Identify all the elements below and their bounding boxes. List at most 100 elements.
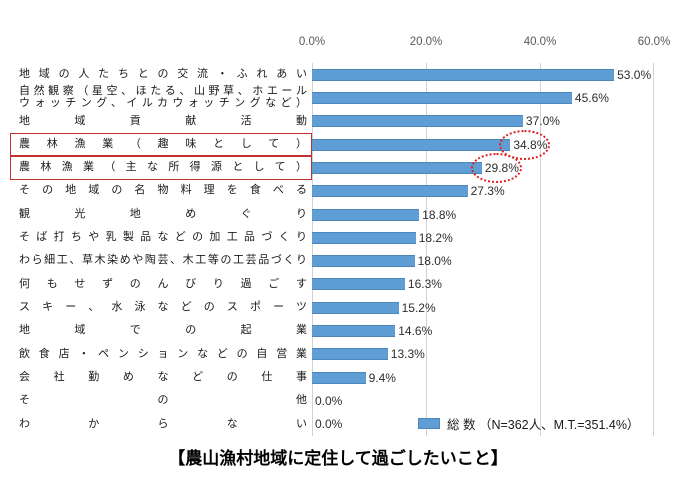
value-label: 13.3% bbox=[390, 347, 425, 362]
category-label-line: 自然観察（星空、ほたる、山野草、ホエール bbox=[19, 85, 307, 98]
plot-cell: 16.3% bbox=[312, 273, 654, 296]
bar bbox=[312, 348, 388, 361]
category-label-highlighted: 農林漁業（主な所得源として） bbox=[10, 156, 312, 180]
legend-label: 総 数 （N=362人、M.T.=351.4%） bbox=[447, 417, 640, 432]
gridline bbox=[312, 63, 313, 436]
category-label-line: 地域の人たちとの交流・ふれあい bbox=[19, 67, 307, 80]
x-axis-tick: 20.0% bbox=[409, 36, 443, 48]
category-label-line: わら細工、草木染めや陶芸、木工等の工芸品づくり bbox=[19, 254, 307, 267]
chart-rows: 地域の人たちとの交流・ふれあい 53.0% 自然観察（星空、ほたる、山野草、ホエール… bbox=[10, 63, 670, 436]
category-label-line: 会社勤めなどの仕事 bbox=[19, 370, 307, 383]
category-label-line: 地域貢献活動 bbox=[19, 114, 307, 127]
chart-row: 自然観察（星空、ほたる、山野草、ホエール ウォッチング、イルカウォッチングなど） 4… bbox=[10, 86, 670, 109]
chart-title: 【農山漁村地域に定住して過ごしたいこと】 bbox=[168, 449, 508, 468]
category-label: その地域の名物料理を食べる bbox=[10, 180, 312, 203]
bar bbox=[312, 325, 396, 338]
category-label: 地域での起業 bbox=[10, 319, 312, 342]
plot-cell: 29.8% bbox=[312, 152, 654, 183]
category-label: 飲食店・ペンションなどの自営業 bbox=[10, 343, 312, 366]
chart-row: 何もせずのんびり過ごす 16.3% bbox=[10, 273, 670, 296]
category-label: 会社勤めなどの仕事 bbox=[10, 366, 312, 389]
chart-row: 観光地めぐり 18.8% bbox=[10, 203, 670, 226]
category-label-line: 農林漁業（趣味として） bbox=[19, 137, 307, 150]
category-label-line: その地域の名物料理を食べる bbox=[19, 184, 307, 197]
chart-row: その地域の名物料理を食べる 27.3% bbox=[10, 180, 670, 203]
plot-area-background bbox=[312, 63, 654, 436]
bar bbox=[312, 231, 416, 244]
category-label-line: その他 bbox=[19, 394, 307, 407]
value-label: 9.4% bbox=[368, 370, 396, 385]
category-label: 地域貢献活動 bbox=[10, 110, 312, 133]
value-label: 18.0% bbox=[417, 254, 452, 269]
bar bbox=[312, 138, 511, 151]
category-label-line: 何もせずのんびり過ごす bbox=[19, 277, 307, 290]
chart-row: 会社勤めなどの仕事 9.4% bbox=[10, 366, 670, 389]
chart-row: 地域貢献活動 37.0% bbox=[10, 110, 670, 133]
chart-row: 地域の人たちとの交流・ふれあい 53.0% bbox=[10, 63, 670, 86]
bar bbox=[312, 68, 615, 81]
category-label: 観光地めぐり bbox=[10, 203, 312, 226]
chart-row: スキー、水泳などのスポーツ 15.2% bbox=[10, 296, 670, 319]
plot-cell: 9.4% bbox=[312, 366, 654, 389]
x-axis-tick: 40.0% bbox=[523, 36, 557, 48]
category-label: わからない bbox=[10, 413, 312, 436]
category-label-line: ウォッチング、イルカウォッチングなど） bbox=[19, 96, 307, 109]
x-axis-tick: 60.0% bbox=[637, 36, 671, 48]
bar bbox=[312, 208, 420, 221]
bar bbox=[312, 185, 468, 198]
value-label: 53.0% bbox=[617, 67, 652, 82]
category-label: スキー、水泳などのスポーツ bbox=[10, 296, 312, 319]
x-axis: 0.0% 20.0% 40.0% 60.0% bbox=[299, 36, 670, 52]
category-label: そば打ちや乳製品などの加工品づくり bbox=[10, 226, 312, 249]
plot-cell: 37.0% bbox=[312, 110, 654, 133]
plot-cell: 15.2% bbox=[312, 296, 654, 319]
legend: 総 数 （N=362人、M.T.=351.4%） bbox=[418, 411, 639, 435]
value-label: 37.0% bbox=[525, 114, 560, 129]
chart-row: その他 0.0% bbox=[10, 389, 670, 412]
bar bbox=[312, 161, 482, 174]
plot-cell: 0.0% bbox=[312, 413, 654, 436]
gridline bbox=[653, 63, 654, 436]
bar bbox=[312, 278, 405, 291]
plot-cell: 45.6% bbox=[312, 86, 654, 109]
bar bbox=[312, 371, 366, 384]
value-label: 18.8% bbox=[422, 207, 457, 222]
value-label: 16.3% bbox=[407, 277, 442, 292]
plot-cell: 18.2% bbox=[312, 226, 654, 249]
value-label: 27.3% bbox=[470, 184, 505, 199]
chart-row: そば打ちや乳製品などの加工品づくり 18.2% bbox=[10, 226, 670, 249]
plot-cell: 27.3% bbox=[312, 180, 654, 203]
value-label: 0.0% bbox=[315, 394, 343, 409]
plot-cell: 18.8% bbox=[312, 203, 654, 226]
plot-cell: 13.3% bbox=[312, 343, 654, 366]
bar bbox=[312, 91, 572, 104]
category-label-line: 観光地めぐり bbox=[19, 207, 307, 220]
x-axis-tick: 0.0% bbox=[298, 36, 326, 48]
legend-swatch bbox=[418, 417, 440, 429]
category-label-line: 飲食店・ペンションなどの自営業 bbox=[19, 347, 307, 360]
plot-cell: 0.0% bbox=[312, 389, 654, 412]
chart-row: 飲食店・ペンションなどの自営業 13.3% bbox=[10, 343, 670, 366]
chart-row: わら細工、草木染めや陶芸、木工等の工芸品づくり 18.0% bbox=[10, 250, 670, 273]
bar bbox=[312, 301, 399, 314]
value-label: 34.8% bbox=[499, 129, 551, 160]
plot-cell: 18.0% bbox=[312, 250, 654, 273]
chart-row: わからない 0.0% bbox=[10, 413, 670, 436]
value-label: 18.2% bbox=[418, 230, 453, 245]
category-label: 地域の人たちとの交流・ふれあい bbox=[10, 63, 312, 86]
category-label: 自然観察（星空、ほたる、山野草、ホエール ウォッチング、イルカウォッチングなど） bbox=[10, 86, 312, 109]
value-label: 0.0% bbox=[315, 417, 343, 432]
plot-cell: 14.6% bbox=[312, 319, 654, 342]
value-label: 15.2% bbox=[401, 300, 436, 315]
bar bbox=[312, 115, 523, 128]
category-label-line: 農林漁業（主な所得源として） bbox=[19, 161, 307, 174]
category-label-highlighted: 農林漁業（趣味として） bbox=[10, 132, 312, 157]
gridline bbox=[426, 63, 427, 436]
category-label: その他 bbox=[10, 389, 312, 412]
category-label-line: 地域での起業 bbox=[19, 324, 307, 337]
category-label: わら細工、草木染めや陶芸、木工等の工芸品づくり bbox=[10, 250, 312, 273]
bar bbox=[312, 255, 415, 268]
chart-row: 農林漁業（趣味として） 34.8% bbox=[10, 129, 670, 160]
category-label-line: スキー、水泳などのスポーツ bbox=[19, 301, 307, 314]
